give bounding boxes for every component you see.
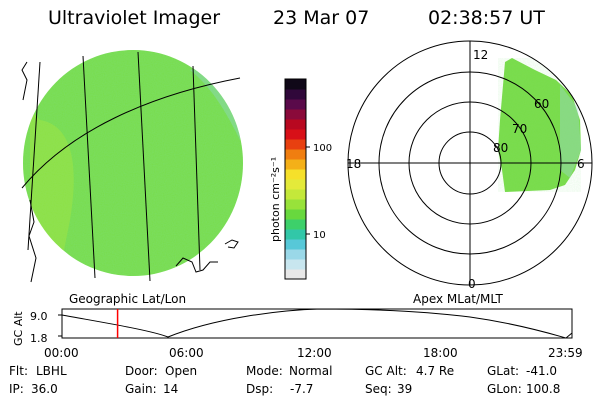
colorbar-cell [285,239,306,250]
altitude-tick-label-high: 9.0 [30,310,48,323]
meridian-line [192,65,201,271]
left-projection-label: Geographic Lat/Lon [69,292,186,306]
colorbar-cell [285,189,306,200]
mode-value: Normal [289,364,333,378]
colorbar-tick-10: 10 [313,230,326,241]
colorbar-cell [285,209,306,220]
seq-value: 39 [397,382,413,396]
coastline [224,239,239,249]
gain-label: Gain: [125,382,157,396]
glon-value: 100.8 [526,382,561,396]
dsp-label: Dsp: [246,382,274,396]
colorbar-cell [285,109,306,120]
polar-edge-emission [560,85,581,178]
gc-alt-value: 4.7 Re [416,364,455,378]
filter-value: LBHL [36,364,67,378]
colorbar-cell [285,199,306,210]
colorbar-cell [285,169,306,180]
polar-grid [347,40,593,286]
colorbar-cell [285,119,306,130]
mlt-label-18: 18 [346,157,361,171]
instrument-title: Ultraviolet Imager [48,7,221,29]
mlt-label-0: 0 [468,277,476,291]
observation-time: 02:38:57 UT [428,7,545,29]
colorbar-cell [285,259,306,270]
mlt-label-6: 6 [577,157,585,171]
gc-alt-label: GC Alt: [365,364,407,378]
colorbar-cell [285,269,306,280]
mlat-label-80: 80 [493,141,508,155]
altitude-ylabel: GC Alt [12,311,25,346]
colorbar-cell [285,179,306,190]
colorbar-cell [285,129,306,140]
mlat-label-60: 60 [534,97,549,111]
colorbar-cell [285,229,306,240]
meridian-line [137,51,151,282]
colorbar-cell [285,89,306,100]
colorbar-cell [285,99,306,110]
meridian-line [27,61,41,251]
latitude-line [21,77,241,189]
ip-label: IP: [9,382,24,396]
time-tick-06: 06:00 [169,346,204,360]
colorbar-frame [284,78,307,280]
coastline [21,61,28,101]
right-projection-label: Apex MLat/MLT [413,292,503,306]
mlat-label-70: 70 [512,122,527,136]
gain-value: 14 [163,382,179,396]
altitude-plot-frame [61,308,573,339]
coastline [28,199,37,283]
mode-label: Mode: [246,364,283,378]
door-label: Door: [125,364,158,378]
geographic-image-panel [21,50,243,283]
time-tick-00: 00:00 [44,346,79,360]
polar-emission-speckle [498,58,581,192]
emission-speckle [23,50,243,276]
colorbar-cell [285,139,306,150]
polar-panel: 12 18 6 0 60 70 80 [346,40,593,291]
observation-date: 23 Mar 07 [273,7,370,29]
meridian-line [82,55,96,279]
seq-label: Seq: [365,382,392,396]
time-tick-12: 12:00 [297,346,332,360]
coastline [175,257,218,273]
glat-value: -41.0 [526,364,558,378]
colorbar-cell [285,79,306,90]
altitude-curve [61,308,573,339]
colorbar-cell [285,149,306,160]
colorbar: 100 10 photon cm⁻²s⁻¹ [269,78,332,280]
filter-label: Flt: [9,364,28,378]
colorbar-cell [285,219,306,230]
colorbar-tick-100: 100 [313,143,332,154]
mlt-label-12: 12 [473,48,488,62]
colorbar-unit-label: photon cm⁻²s⁻¹ [269,157,282,242]
lat-lon-grid [21,51,241,283]
colorbar-cell [285,249,306,260]
altitude-tick-label-low: 1.8 [30,332,48,345]
colorbar-cell [285,159,306,170]
glat-label: GLat: [487,364,520,378]
glon-label: GLon: [487,382,522,396]
time-tick-2359: 23:59 [548,346,583,360]
door-value: Open [165,364,198,378]
dsp-value: -7.7 [290,382,314,396]
altitude-plot: Geographic Lat/Lon Apex MLat/MLT 9.0 1.8… [12,292,583,360]
ip-value: 36.0 [31,382,58,396]
time-tick-18: 18:00 [423,346,458,360]
